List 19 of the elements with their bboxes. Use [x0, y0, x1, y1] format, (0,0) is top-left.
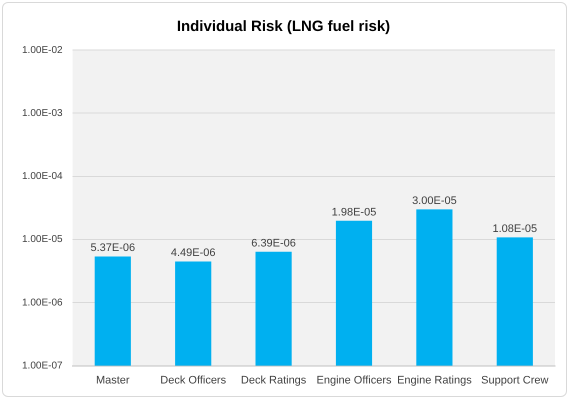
x-tick-label: Deck Officers [160, 374, 227, 386]
x-tick-label: Engine Officers [316, 374, 392, 386]
y-tick-label: 1.00E-05 [22, 234, 64, 246]
y-tick-label: 1.00E-03 [22, 108, 64, 119]
data-label: 1.08E-05 [492, 222, 538, 235]
data-label: 6.39E-06 [251, 237, 296, 250]
chart-title: Individual Risk (LNG fuel risk) [176, 18, 390, 36]
y-tick-label: 1.00E-02 [22, 44, 64, 56]
data-label: 1.98E-05 [332, 206, 376, 218]
y-tick-label: 1.00E-04 [22, 171, 64, 182]
x-tick-label: Support Crew [481, 374, 548, 386]
y-tick-label: 1.00E-06 [22, 297, 64, 308]
x-tick-label: Master [96, 374, 130, 386]
data-label: 5.37E-06 [90, 242, 136, 254]
y-tick-label: 1.00E-07 [22, 360, 64, 372]
x-tick-label: Deck Ratings [240, 374, 307, 386]
data-label: 4.49E-06 [170, 246, 216, 259]
data-label: 3.00E-05 [412, 194, 457, 207]
x-tick-label: Engine Ratings [397, 374, 472, 386]
